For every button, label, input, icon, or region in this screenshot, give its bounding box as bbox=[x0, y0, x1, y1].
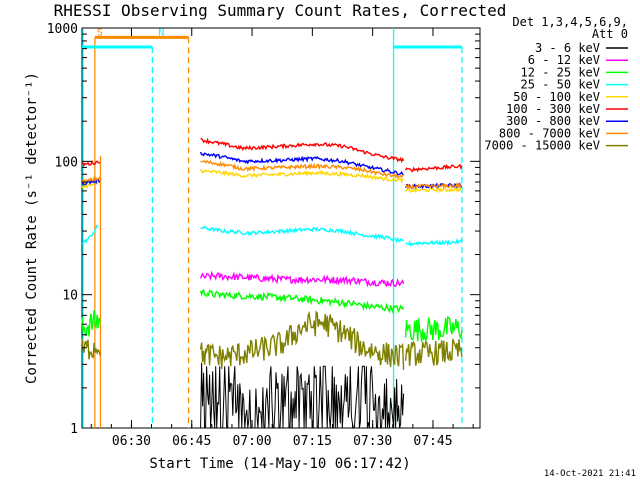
legend-label-3: 25 - 50 keV bbox=[521, 78, 600, 92]
chart-title: RHESSI Observing Summary Count Rates, Co… bbox=[54, 1, 507, 20]
series-1 bbox=[199, 270, 405, 288]
series-2-segment-1 bbox=[199, 288, 405, 314]
x-tick-label-5: 07:45 bbox=[413, 434, 452, 449]
annotation-s: S bbox=[97, 27, 103, 38]
series-5 bbox=[81, 137, 463, 173]
series-2-segment-0 bbox=[81, 310, 101, 337]
y-tick-label-1: 10 bbox=[62, 289, 78, 304]
plot-area-frame bbox=[81, 27, 481, 429]
series-4 bbox=[81, 169, 463, 194]
x-tick-label-0: 06:30 bbox=[112, 434, 151, 449]
legend-label-0: 3 - 6 keV bbox=[535, 41, 600, 55]
y-tick-label-0: 1 bbox=[70, 422, 78, 437]
series-7-segment-1 bbox=[200, 159, 404, 180]
series-3-segment-1 bbox=[200, 225, 404, 244]
series-8-segment-1 bbox=[199, 310, 405, 370]
x-axis-label: Start Time (14-May-10 06:17:42) bbox=[149, 456, 410, 472]
x-tick-label-1: 06:45 bbox=[172, 434, 211, 449]
timestamp: 14-Oct-2021 21:41 bbox=[544, 469, 636, 479]
annotation-n: N bbox=[158, 27, 164, 38]
legend-label-6: 300 - 800 keV bbox=[506, 114, 600, 128]
legend-label-7: 800 - 7000 keV bbox=[499, 126, 600, 140]
x-tick-label-2: 07:00 bbox=[232, 434, 271, 449]
y-axis-label: Corrected Count Rate (s⁻¹ detector⁻¹) bbox=[24, 72, 40, 384]
series-8-segment-0 bbox=[81, 338, 101, 360]
series-7 bbox=[81, 159, 463, 191]
series-3 bbox=[81, 224, 463, 247]
legend-label-1: 6 - 12 keV bbox=[528, 53, 600, 67]
series-2 bbox=[81, 288, 463, 343]
series-5-segment-0 bbox=[81, 159, 101, 168]
legend-label-2: 12 - 25 keV bbox=[521, 65, 600, 79]
x-tick-label-4: 07:30 bbox=[353, 434, 392, 449]
series-1-segment-0 bbox=[199, 270, 405, 288]
series-7-segment-2 bbox=[404, 182, 463, 191]
series-3-segment-2 bbox=[405, 238, 463, 247]
series-8 bbox=[81, 310, 463, 370]
series-group bbox=[81, 137, 463, 429]
legend-label-5: 100 - 300 keV bbox=[506, 102, 600, 116]
legend-label-8: 7000 - 15000 keV bbox=[484, 139, 600, 153]
series-3-segment-0 bbox=[81, 224, 99, 245]
series-5-segment-2 bbox=[404, 163, 463, 173]
series-0-segment-0 bbox=[200, 362, 405, 429]
series-7-segment-0 bbox=[81, 175, 101, 186]
y-tick-label-2: 100 bbox=[55, 155, 78, 170]
legend-header-line2: Att 0 bbox=[592, 27, 628, 41]
x-tick-label-3: 07:15 bbox=[293, 434, 332, 449]
series-4-segment-2 bbox=[405, 186, 463, 194]
legend-header-line1: Det 1,3,4,5,6,9, bbox=[512, 15, 628, 29]
series-6-segment-1 bbox=[199, 151, 404, 176]
series-8-segment-2 bbox=[404, 338, 463, 366]
series-2-segment-2 bbox=[404, 315, 463, 343]
series-5-segment-1 bbox=[200, 137, 405, 164]
legend-label-4: 50 - 100 keV bbox=[513, 90, 600, 104]
y-tick-label-3: 1000 bbox=[47, 22, 78, 37]
series-0 bbox=[200, 362, 405, 429]
axes-group: 06:30 06:45 07:00 07:15 07:30 07:45 1 10 100 1000 bbox=[47, 22, 480, 449]
series-4-segment-1 bbox=[200, 169, 404, 184]
